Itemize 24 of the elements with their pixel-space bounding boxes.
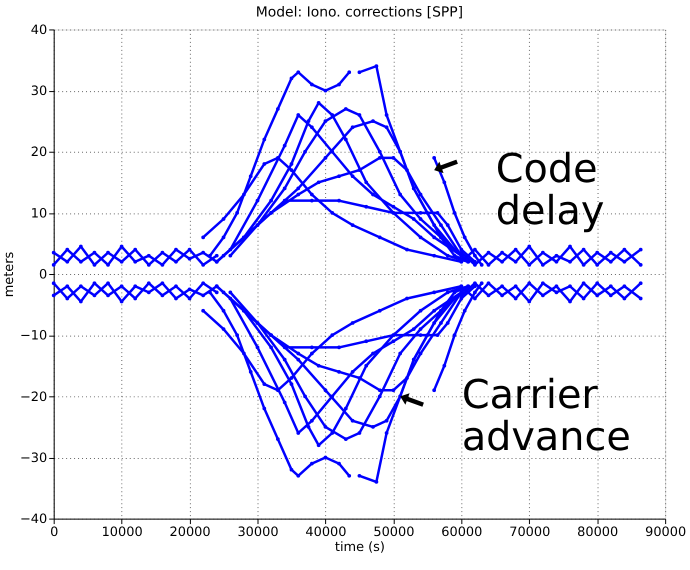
x-tick-label: 90000 xyxy=(645,525,686,540)
y-tick-label: 10 xyxy=(30,206,48,222)
x-tick-label: 20000 xyxy=(170,525,211,540)
chart-title: Model: Iono. corrections [SPP] xyxy=(256,4,464,21)
x-axis-title: time (s) xyxy=(334,540,385,555)
x-tick-label: 50000 xyxy=(373,525,414,540)
y-tick-label: 40 xyxy=(30,22,48,38)
y-tick-label: 0 xyxy=(39,268,48,282)
y-axis-title: meters xyxy=(2,251,17,298)
x-tick-label: 30000 xyxy=(237,525,279,540)
y-tick-label: 30 xyxy=(30,84,48,100)
y-tick-label: −30 xyxy=(20,450,48,466)
x-tick-label: 10000 xyxy=(102,525,143,540)
x-tick-label: 80000 xyxy=(577,525,618,540)
y-tick-label: 20 xyxy=(30,145,48,160)
x-tick-label: 60000 xyxy=(441,525,482,540)
annotation: Code delay xyxy=(496,146,604,234)
y-tick-label: −10 xyxy=(20,328,48,344)
x-tick-label: 0 xyxy=(50,525,58,540)
annotation: Carrier advance xyxy=(462,372,631,460)
x-tick-label: 40000 xyxy=(305,525,346,540)
x-tick-label: 70000 xyxy=(509,525,550,540)
y-tick-label: −40 xyxy=(20,512,48,528)
y-tick-label: −20 xyxy=(20,390,48,405)
